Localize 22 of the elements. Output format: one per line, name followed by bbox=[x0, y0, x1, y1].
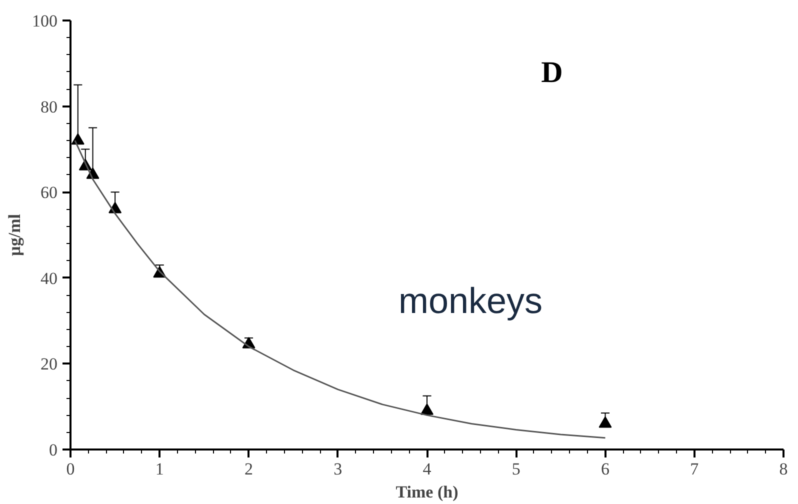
x-axis-title: Time (h) bbox=[396, 482, 458, 502]
x-tick-label: 1 bbox=[155, 460, 164, 478]
x-tick-label: 6 bbox=[601, 460, 610, 478]
y-tick-label: 20 bbox=[40, 354, 58, 374]
y-tick-label: 60 bbox=[40, 183, 58, 202]
x-tick-label: 3 bbox=[334, 460, 342, 478]
x-tick-label: 7 bbox=[690, 460, 700, 478]
point bbox=[71, 133, 84, 145]
y-tick-label: 40 bbox=[40, 268, 58, 288]
x-tick-label: 5 bbox=[512, 460, 520, 478]
point bbox=[598, 416, 612, 428]
annotation: D bbox=[541, 56, 563, 90]
y-tick-label: 100 bbox=[32, 12, 58, 30]
x-tick-label: 0 bbox=[66, 460, 75, 478]
annotation: monkeys bbox=[398, 280, 543, 321]
y-tick-label: 80 bbox=[40, 97, 58, 116]
point bbox=[420, 403, 434, 415]
x-tick-label: 2 bbox=[244, 460, 253, 478]
x-tick-label: 4 bbox=[422, 460, 432, 478]
y-tick-label: 0 bbox=[49, 440, 58, 460]
x-tick-label: 8 bbox=[779, 460, 788, 478]
y-axis-title: µg/ml bbox=[5, 214, 24, 256]
